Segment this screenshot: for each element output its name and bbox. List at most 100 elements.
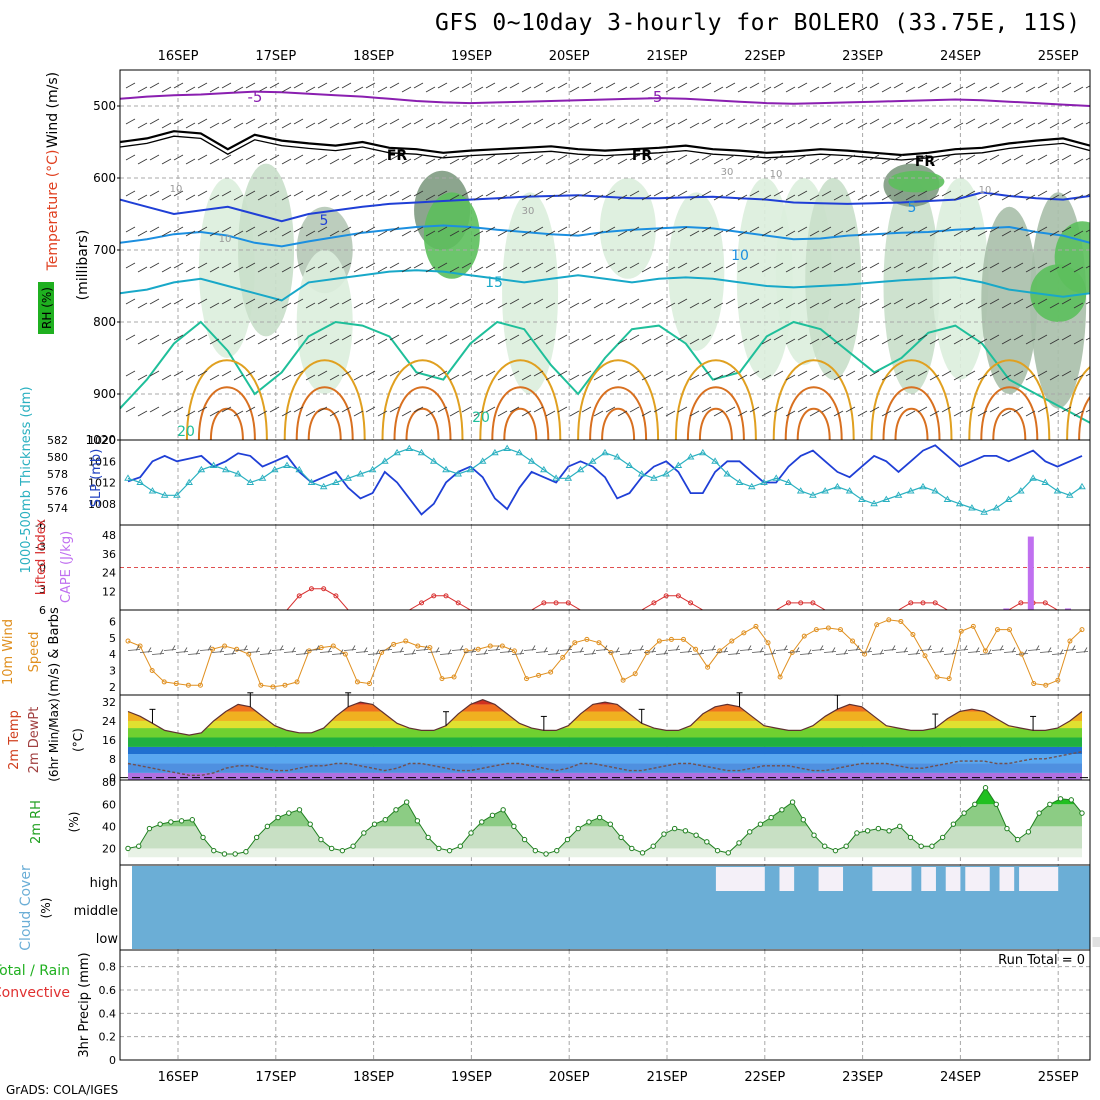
surface-wind-barb-flag (135, 645, 140, 651)
thickness-marker (1041, 478, 1050, 485)
wind-barb (893, 298, 904, 305)
wind-barb (449, 86, 460, 93)
wind-barb (209, 302, 220, 309)
wind-barb (293, 226, 304, 233)
rh-marker (479, 819, 485, 825)
wind-barb (149, 190, 160, 197)
wind-barb (281, 158, 292, 165)
wind-barb (161, 338, 172, 345)
surface-wind-barb (463, 651, 477, 653)
temp-tick-label: 32 (102, 696, 116, 709)
surface-wind-barb-flag (831, 647, 836, 653)
wind-barb (653, 118, 664, 125)
surface-wind-barb-flag (867, 647, 872, 653)
wind-barb (893, 370, 904, 377)
warm-isotherm-arch (1078, 395, 1090, 440)
wind-barb (677, 406, 688, 413)
ylabel-minmax: (6hr Min/Max) (47, 698, 61, 782)
wind-barb (629, 118, 640, 125)
lifted-index-marker (553, 600, 559, 606)
isotherm-label: 10 (219, 234, 232, 245)
wind-barb (893, 190, 904, 197)
wind-barb (497, 410, 508, 417)
wind-barb (665, 302, 676, 309)
date-label-bottom: 17SEP (255, 1070, 296, 1085)
rh-marker (554, 847, 560, 854)
wind-barb (569, 374, 580, 381)
wind-barb (665, 338, 676, 345)
wind-barb (989, 82, 1000, 89)
wind-barb (965, 226, 976, 233)
thickness-marker (845, 487, 854, 494)
wind-barb (989, 190, 1000, 197)
wind-barb (653, 154, 664, 161)
wind-speed-marker (282, 682, 288, 688)
wind-barb (977, 230, 988, 237)
wind-barb (545, 374, 556, 381)
wind-barb (785, 374, 796, 381)
wind-barb (1013, 262, 1024, 269)
rh-marker (339, 847, 346, 854)
cloud-clear-high (1019, 867, 1059, 891)
wind-barb (1061, 370, 1072, 377)
date-label-top: 20SEP (549, 49, 590, 64)
wind-barb (677, 226, 688, 233)
wind-barb (773, 226, 784, 233)
wind-barb (137, 194, 148, 201)
wind-barb (653, 190, 664, 197)
thickness-tick-label: 580 (47, 451, 68, 464)
wind-barb (1085, 337, 1090, 341)
isotherm-10 (120, 224, 1090, 248)
li-tick-label: -6 (35, 519, 46, 532)
wind-barb (737, 410, 748, 417)
wind-barb (617, 122, 628, 129)
wind-barb (149, 226, 160, 233)
wind-barb (833, 158, 844, 165)
isotherm-label: 20 (177, 424, 195, 440)
wind-speed-marker (825, 625, 831, 631)
wind-barb (929, 230, 940, 237)
wind-barb (401, 302, 412, 309)
rh-marker (586, 819, 592, 825)
isotherm-20 (120, 320, 1090, 424)
wind-barb (725, 334, 736, 341)
wind-barb (569, 230, 580, 237)
wind-barb (137, 410, 148, 417)
wind-barb (749, 82, 760, 89)
temp-band (128, 754, 1082, 764)
rh-marker (843, 843, 849, 849)
wind-barb (401, 374, 412, 381)
wind-speed-marker (342, 651, 348, 657)
temp-tick-label: 16 (102, 734, 116, 747)
wind-barb (593, 302, 604, 309)
wind-barb (389, 118, 400, 125)
rh-marker (382, 817, 388, 823)
thickness-marker (234, 470, 242, 477)
warm-isotherm-arch (503, 408, 538, 440)
wind-barb (893, 406, 904, 413)
thickness-marker (723, 470, 732, 477)
surface-wind-barb-flag (1023, 649, 1028, 655)
wind-barb (377, 410, 388, 417)
wind-barb (401, 266, 412, 273)
date-label-bottom: 23SEP (842, 1070, 883, 1085)
wind-barb (581, 190, 592, 197)
wind-barb (497, 338, 508, 345)
lifted-index-marker (431, 593, 437, 599)
surface-wind-barb (703, 649, 717, 651)
ylabel-2m-dewpt: 2m DewPt (27, 707, 42, 774)
surface-wind-barb-flag (567, 645, 572, 651)
surface-wind-barb (439, 653, 453, 655)
surface-wind-barb-flag (795, 647, 800, 653)
surface-wind-barb-flag (951, 649, 956, 655)
wind-barb (665, 122, 676, 129)
wind-barb (1001, 86, 1012, 93)
wind-barb (977, 122, 988, 129)
wind-barb (149, 370, 160, 377)
wind-barb (869, 154, 880, 161)
wind-barb (1037, 406, 1048, 413)
wind-barb (557, 262, 568, 269)
thickness-marker (809, 491, 817, 498)
wind-speed-marker (1043, 682, 1049, 688)
wind-barb (461, 406, 472, 413)
